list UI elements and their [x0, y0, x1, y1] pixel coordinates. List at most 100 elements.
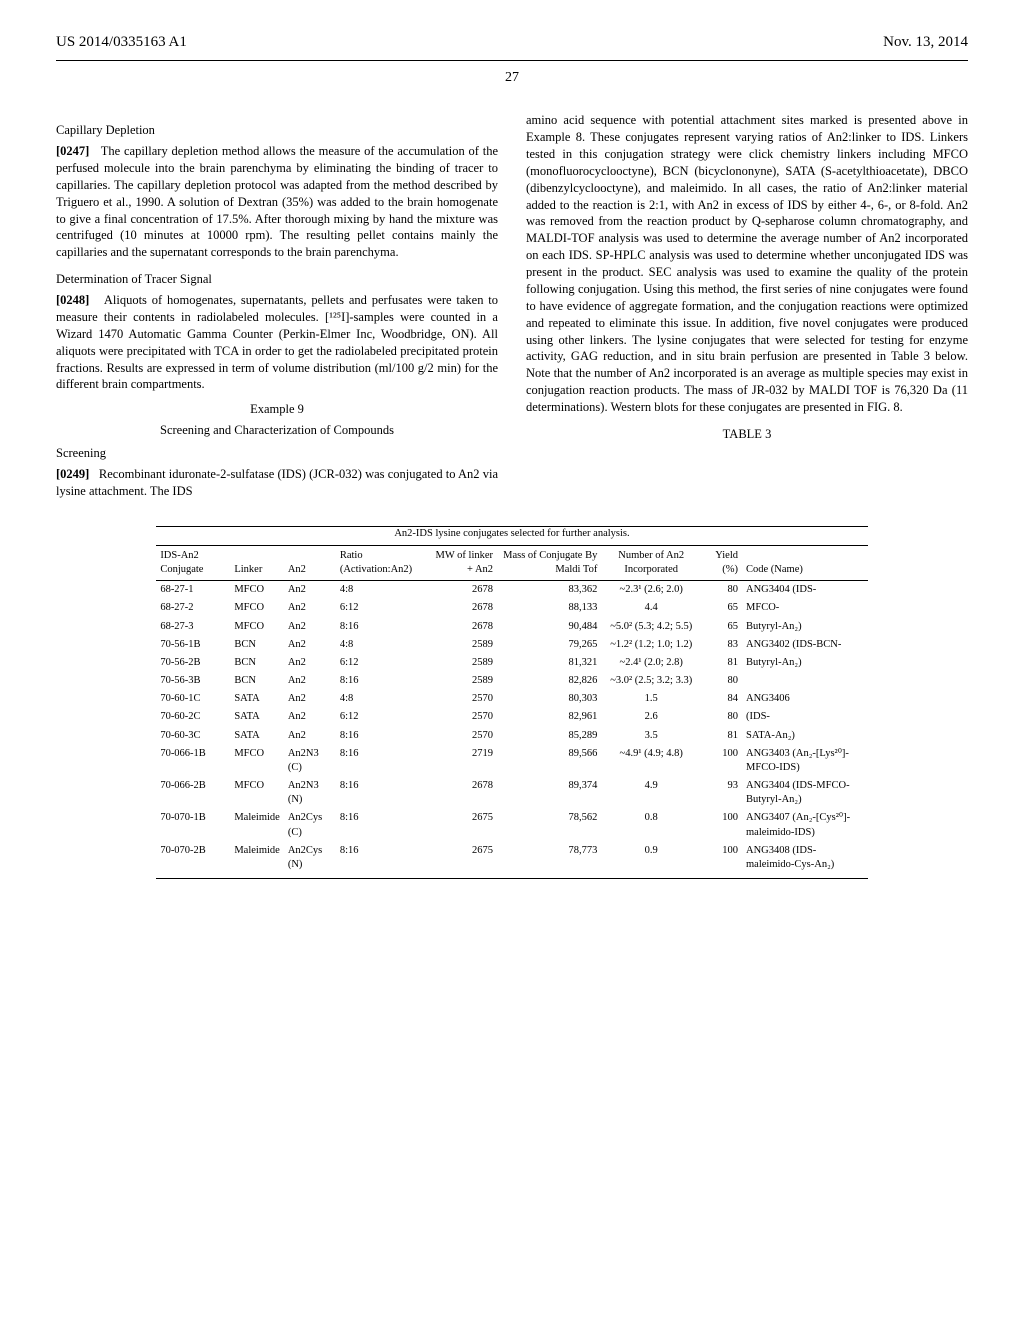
table-cell: ~5.0² (5.3; 4.2; 5.5): [601, 618, 701, 636]
table-row: 70-60-3CSATAAn28:16257085,2893.581SATA-A…: [156, 727, 867, 745]
table-cell: 100: [701, 745, 742, 777]
capillary-title: Capillary Depletion: [56, 122, 498, 139]
table-row: 68-27-3MFCOAn28:16267890,484~5.0² (5.3; …: [156, 618, 867, 636]
table-row: 68-27-2MFCOAn26:12267888,1334.465MFCO-: [156, 599, 867, 617]
table-cell: An2: [284, 618, 336, 636]
table-cell: An2Cys (C): [284, 809, 336, 841]
table-cell: 2570: [430, 708, 497, 726]
table-cell: 80: [701, 708, 742, 726]
table-cell: An2: [284, 654, 336, 672]
col-yield: Yield (%): [701, 545, 742, 580]
table-cell: ANG3407 (An₂-[Cys²⁰]-maleimido-IDS): [742, 809, 868, 841]
screening-label: Screening: [56, 445, 498, 462]
table-cell: 6:12: [336, 654, 430, 672]
table-row: 70-56-3BBCNAn28:16258982,826~3.0² (2.5; …: [156, 672, 867, 690]
table-cell: 89,566: [497, 745, 601, 777]
table-cell: Maleimide: [230, 809, 284, 841]
para-right: amino acid sequence with potential attac…: [526, 112, 968, 416]
table-cell: 2678: [430, 618, 497, 636]
col-an2: An2: [284, 545, 336, 580]
para-0247-text: The capillary depletion method allows th…: [56, 144, 498, 259]
table-row: 70-070-2BMaleimideAn2Cys (N)8:16267578,7…: [156, 842, 867, 879]
table-cell: SATA: [230, 708, 284, 726]
para-0248-text: Aliquots of homogenates, supernatants, p…: [56, 293, 498, 391]
table-cell: 80,303: [497, 690, 601, 708]
table-cell: 84: [701, 690, 742, 708]
table-cell: 88,133: [497, 599, 601, 617]
table-row: 70-60-2CSATAAn26:12257082,9612.680(IDS-: [156, 708, 867, 726]
table-cell: 78,773: [497, 842, 601, 879]
table-cell: SATA-An₂): [742, 727, 868, 745]
table-cell: 2589: [430, 672, 497, 690]
table-cell: 93: [701, 777, 742, 809]
header-date: Nov. 13, 2014: [883, 32, 968, 52]
table-cell: 81: [701, 654, 742, 672]
col-linker: Linker: [230, 545, 284, 580]
left-column: Capillary Depletion [0247] The capillary…: [56, 112, 498, 508]
table-cell: 70-56-1B: [156, 636, 230, 654]
header-row: US 2014/0335163 A1 Nov. 13, 2014: [56, 32, 968, 52]
table-cell: 70-070-1B: [156, 809, 230, 841]
table-cell: An2: [284, 708, 336, 726]
table-cell: 2570: [430, 690, 497, 708]
col-ids-an2: IDS-An2 Conjugate: [156, 545, 230, 580]
table-cell: 65: [701, 618, 742, 636]
table-cell: 70-070-2B: [156, 842, 230, 879]
para-0249-num: [0249]: [56, 467, 89, 481]
para-0249: [0249] Recombinant iduronate-2-sulfatase…: [56, 466, 498, 500]
table-cell: An2N3 (N): [284, 777, 336, 809]
table-cell: ANG3404 (IDS-: [742, 581, 868, 600]
table-cell: 90,484: [497, 618, 601, 636]
table-cell: 8:16: [336, 777, 430, 809]
col-ratio: Ratio (Activation:An2): [336, 545, 430, 580]
table-3-caption: An2-IDS lysine conjugates selected for f…: [156, 526, 867, 545]
table-row: 70-56-2BBCNAn26:12258981,321~2.4¹ (2.0; …: [156, 654, 867, 672]
table-cell: 8:16: [336, 672, 430, 690]
table-cell: MFCO: [230, 745, 284, 777]
table-cell: 70-066-1B: [156, 745, 230, 777]
two-column-body: Capillary Depletion [0247] The capillary…: [56, 112, 968, 508]
table-cell: 2589: [430, 636, 497, 654]
table-cell: 4:8: [336, 690, 430, 708]
table-cell: 2.6: [601, 708, 701, 726]
table-cell: 1.5: [601, 690, 701, 708]
table-cell: 8:16: [336, 727, 430, 745]
table-row: 70-56-1BBCNAn24:8258979,265~1.2² (1.2; 1…: [156, 636, 867, 654]
table-cell: SATA: [230, 727, 284, 745]
table-cell: An2: [284, 672, 336, 690]
table-cell: 81,321: [497, 654, 601, 672]
table-cell: ANG3406: [742, 690, 868, 708]
table-cell: 70-56-3B: [156, 672, 230, 690]
table-cell: 4:8: [336, 581, 430, 600]
table-cell: MFCO: [230, 599, 284, 617]
table-cell: 85,289: [497, 727, 601, 745]
table-cell: ~2.4¹ (2.0; 2.8): [601, 654, 701, 672]
table-cell: 0.9: [601, 842, 701, 879]
table-row: 70-070-1BMaleimideAn2Cys (C)8:16267578,5…: [156, 809, 867, 841]
table-cell: 78,562: [497, 809, 601, 841]
table-cell: 2675: [430, 842, 497, 879]
table-cell: 68-27-3: [156, 618, 230, 636]
para-0247: [0247] The capillary depletion method al…: [56, 143, 498, 261]
table-cell: 3.5: [601, 727, 701, 745]
table-cell: 2719: [430, 745, 497, 777]
table-cell: 80: [701, 581, 742, 600]
table-row: 70-066-1BMFCOAn2N3 (C)8:16271989,566~4.9…: [156, 745, 867, 777]
table-cell: MFCO-: [742, 599, 868, 617]
table-cell: MFCO: [230, 618, 284, 636]
table-cell: BCN: [230, 636, 284, 654]
header-pub-no: US 2014/0335163 A1: [56, 32, 187, 52]
page-number: 27: [56, 69, 968, 88]
table-cell: 70-066-2B: [156, 777, 230, 809]
right-column: amino acid sequence with potential attac…: [526, 112, 968, 508]
table-cell: 2570: [430, 727, 497, 745]
table-cell: 100: [701, 842, 742, 879]
table-row: 70-066-2BMFCOAn2N3 (N)8:16267889,3744.99…: [156, 777, 867, 809]
table-cell: 82,961: [497, 708, 601, 726]
col-num-an2: Number of An2 Incorporated: [601, 545, 701, 580]
table-cell: 65: [701, 599, 742, 617]
table-cell: 2589: [430, 654, 497, 672]
table-cell: 2678: [430, 581, 497, 600]
example-9-subheading: Screening and Characterization of Compou…: [56, 422, 498, 439]
tracer-title: Determination of Tracer Signal: [56, 271, 498, 288]
